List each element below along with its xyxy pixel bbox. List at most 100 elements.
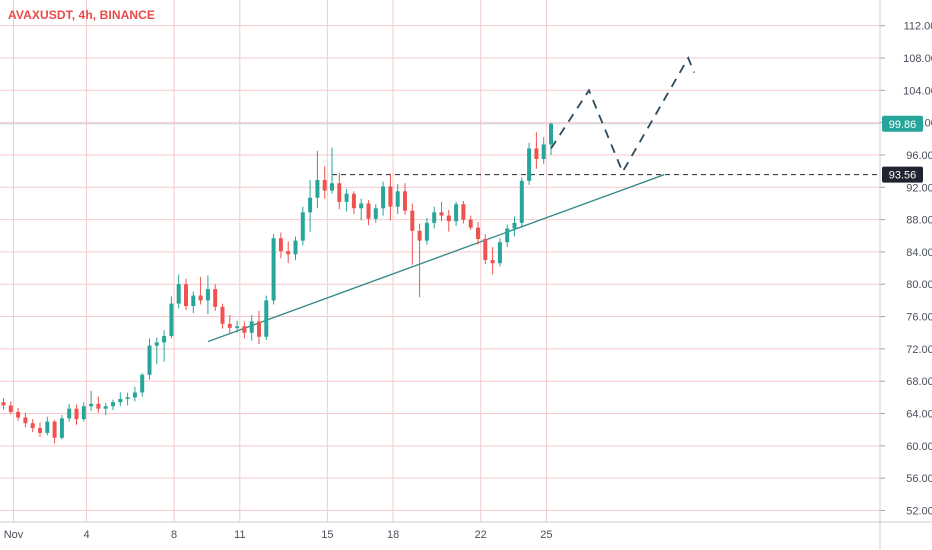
candle-body xyxy=(417,230,422,241)
candle-body xyxy=(67,408,72,419)
candle xyxy=(315,150,320,209)
candle-body xyxy=(476,227,480,239)
candle-body xyxy=(213,289,218,307)
candle-body xyxy=(490,259,495,264)
time-tick-label: 8 xyxy=(171,529,177,541)
horizontal-level-lines xyxy=(0,123,880,176)
candle xyxy=(132,386,137,402)
current-price-tag: 99.86 xyxy=(882,115,923,132)
candle xyxy=(373,204,378,223)
candle-body xyxy=(403,191,407,211)
candle-body xyxy=(308,197,313,213)
price-tick-label: 64.00 xyxy=(906,409,932,421)
candle xyxy=(227,314,232,334)
candle-body xyxy=(169,303,174,336)
candle xyxy=(534,132,539,169)
time-tick-label: 22 xyxy=(475,529,487,541)
symbol-title[interactable]: AVAXUSDT, 4h, BINANCE xyxy=(8,8,156,22)
candle-body xyxy=(30,423,35,429)
candle-body xyxy=(8,405,13,412)
candle-body xyxy=(527,148,532,181)
candle-body xyxy=(483,238,488,260)
candle-body xyxy=(23,417,28,424)
time-axis[interactable]: Nov 4 8 11 15 18 22 25 xyxy=(0,521,932,541)
candle xyxy=(213,284,218,311)
candle-body xyxy=(162,335,167,343)
candle xyxy=(198,276,203,305)
candle-body xyxy=(59,418,64,438)
current-price-tag-label: 99.86 xyxy=(889,119,917,131)
candle xyxy=(140,373,145,397)
candle xyxy=(111,399,115,411)
candle-body xyxy=(111,402,115,407)
candle xyxy=(476,222,480,245)
time-tick-label: 25 xyxy=(540,529,552,541)
candle xyxy=(497,238,502,267)
candle-body xyxy=(541,144,546,159)
candle-body xyxy=(519,180,524,223)
time-tick-label: 18 xyxy=(387,529,399,541)
candle xyxy=(52,419,57,444)
time-tick-label: 4 xyxy=(83,529,89,541)
candle xyxy=(344,188,349,212)
candle-body xyxy=(512,222,517,229)
candle-body xyxy=(359,203,364,209)
candle xyxy=(388,173,393,221)
price-axis[interactable]: 52.00 56.00 60.00 64.00 68.00 72.00 76.00 80.00… xyxy=(879,0,932,550)
candle-body xyxy=(176,284,181,304)
candle xyxy=(147,338,152,380)
candle-body xyxy=(140,374,145,393)
candle-body xyxy=(198,295,203,301)
candle-body xyxy=(242,326,247,333)
candle xyxy=(264,295,269,340)
candle xyxy=(432,206,437,229)
level-price-tag-label: 93.56 xyxy=(889,170,917,182)
candle-body xyxy=(81,406,86,420)
candle xyxy=(45,416,50,436)
price-tick-label: 108.00 xyxy=(903,53,932,65)
candle xyxy=(461,201,466,224)
candle xyxy=(359,198,364,221)
candle-body xyxy=(249,321,254,333)
candle-body xyxy=(300,212,305,241)
candle-body xyxy=(410,210,415,231)
candle-body xyxy=(1,402,6,406)
candle xyxy=(176,274,181,309)
candle-body xyxy=(439,212,444,216)
candle xyxy=(439,201,444,222)
candle xyxy=(468,215,473,231)
candle xyxy=(527,142,532,185)
candle-body xyxy=(103,406,108,409)
candle-body xyxy=(497,242,502,264)
price-tick-label: 92.00 xyxy=(906,182,932,194)
candle xyxy=(322,166,327,199)
candle xyxy=(96,396,101,413)
candle-body xyxy=(205,289,210,301)
candle-body xyxy=(264,300,269,337)
candle-body xyxy=(351,193,356,209)
candle-body xyxy=(454,204,459,222)
candle xyxy=(424,217,429,245)
candle-body xyxy=(468,219,473,228)
candle xyxy=(483,234,488,265)
candle xyxy=(125,392,130,406)
candle-body xyxy=(38,428,42,433)
candle-body xyxy=(278,238,283,252)
candle xyxy=(220,303,225,329)
candle-body xyxy=(534,148,539,159)
candle-body xyxy=(344,193,349,202)
candle xyxy=(89,390,94,412)
level-price-tag: 93.56 xyxy=(882,166,923,183)
candle-body xyxy=(45,421,50,433)
candle xyxy=(1,398,6,410)
candle xyxy=(286,241,291,264)
candle xyxy=(417,223,422,298)
candle-body xyxy=(257,321,261,337)
price-tick-label: 96.00 xyxy=(906,150,932,162)
candle xyxy=(293,236,298,260)
time-tick-label: Nov xyxy=(4,529,24,541)
price-tick-label: 80.00 xyxy=(906,279,932,291)
candle xyxy=(308,180,313,232)
candle xyxy=(300,206,305,246)
